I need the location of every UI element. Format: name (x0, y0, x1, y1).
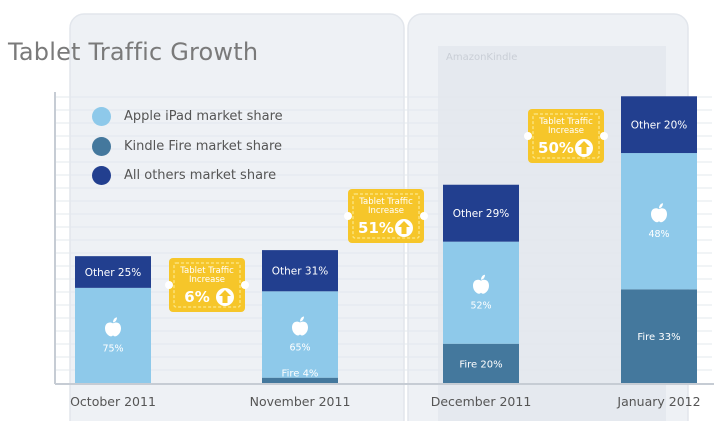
legend-swatch-ipad (92, 107, 111, 127)
x-tick-label: October 2011 (70, 394, 156, 409)
legend: Apple iPad market share Kindle Fire mark… (92, 102, 283, 191)
bar-segment-others (443, 184, 519, 242)
bar-label-others: Other 20% (631, 120, 688, 132)
bar-segment-kindle-fire (621, 289, 697, 383)
badge-title: Increase (548, 126, 584, 136)
badge-value: 6% (184, 288, 209, 306)
legend-swatch-kindle-fire (92, 136, 111, 156)
apple-icon (292, 316, 308, 336)
badge-title: Tablet Traffic (358, 197, 413, 207)
bars: Other 25% 75% Other 31% 65% Fire 4% Other 29%… (75, 96, 697, 383)
bar-label-kindle-fire: Fire 20% (459, 359, 502, 370)
badge-notch (600, 132, 608, 140)
bar-segment-others (621, 96, 697, 154)
badge-title: Tablet Traffic (538, 117, 593, 127)
legend-item-kindle-fire: Kindle Fire market share (92, 132, 283, 162)
badge-border (352, 193, 420, 239)
badge-title: Increase (189, 275, 225, 285)
legend-item-others: All others market share (92, 161, 283, 191)
badge-title: Tablet Traffic (179, 266, 234, 276)
badge-value: 50% (538, 139, 574, 157)
bar-label-kindle-fire: Fire 33% (637, 332, 680, 343)
x-axis-labels: October 2011 November 2011 December 2011 Ja… (70, 394, 701, 409)
bar-label-ipad: 52% (470, 301, 491, 312)
chart-title: Tablet Traffic Growth (8, 38, 259, 66)
bar-label-others: Other 25% (85, 267, 142, 279)
bar-label-ipad: 65% (289, 342, 310, 353)
bar-segment-others (262, 250, 338, 292)
badge-notch (420, 212, 428, 220)
badge-notch (241, 281, 249, 289)
x-tick-label: January 2012 (616, 394, 700, 409)
bar-segment-kindle-fire (262, 377, 338, 383)
bar-label-ipad: 75% (102, 343, 123, 354)
bar-label-kindle-fire: Fire 4% (282, 369, 319, 380)
badge-title: Increase (368, 206, 404, 216)
badge-notch (524, 132, 532, 140)
badge-notch (165, 281, 173, 289)
up-arrow-icon (216, 288, 234, 306)
bar-segment-others (75, 256, 151, 288)
x-tick-label: November 2011 (250, 394, 351, 409)
legend-label-kindle-fire: Kindle Fire market share (124, 138, 283, 154)
badge-border (173, 262, 241, 308)
legend-label-ipad: Apple iPad market share (124, 109, 283, 125)
apple-icon (651, 203, 667, 223)
legend-label-others: All others market share (124, 168, 277, 184)
apple-icon (473, 274, 489, 294)
background-watermark: AmazonKindle (446, 52, 517, 63)
x-tick-label: December 2011 (431, 394, 532, 409)
up-arrow-icon (395, 219, 413, 237)
bar-label-others: Other 31% (272, 266, 329, 278)
bar-label-ipad: 48% (648, 229, 669, 240)
badge-border (532, 113, 600, 159)
legend-item-ipad: Apple iPad market share (92, 102, 283, 132)
up-arrow-icon (575, 139, 593, 157)
legend-swatch-others (92, 166, 111, 186)
apple-icon (105, 317, 121, 337)
bar-segment-kindle-fire (443, 343, 519, 383)
badge-notch (344, 212, 352, 220)
badge-value: 51% (358, 219, 394, 237)
bar-label-others: Other 29% (453, 208, 510, 220)
